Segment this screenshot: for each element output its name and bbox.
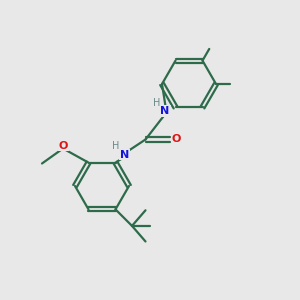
Text: H: H (112, 141, 119, 151)
Text: O: O (59, 140, 68, 151)
Text: N: N (160, 106, 169, 116)
Text: H: H (153, 98, 161, 109)
Text: O: O (171, 134, 181, 145)
Text: N: N (120, 149, 129, 160)
